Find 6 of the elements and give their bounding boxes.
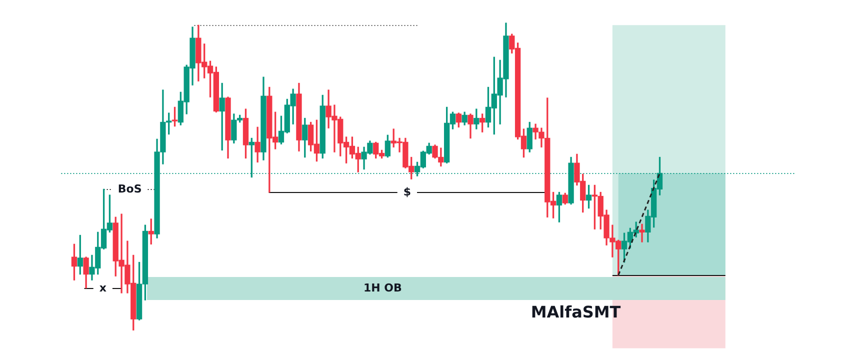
ref-line-label: $ (403, 185, 412, 198)
ref-line-label: x (99, 281, 106, 294)
ref-line-label: BoS (118, 182, 142, 196)
annotation: MAlfaSMT (530, 302, 621, 322)
band-label: 1H OB (363, 281, 402, 294)
candlestick (639, 224, 645, 242)
